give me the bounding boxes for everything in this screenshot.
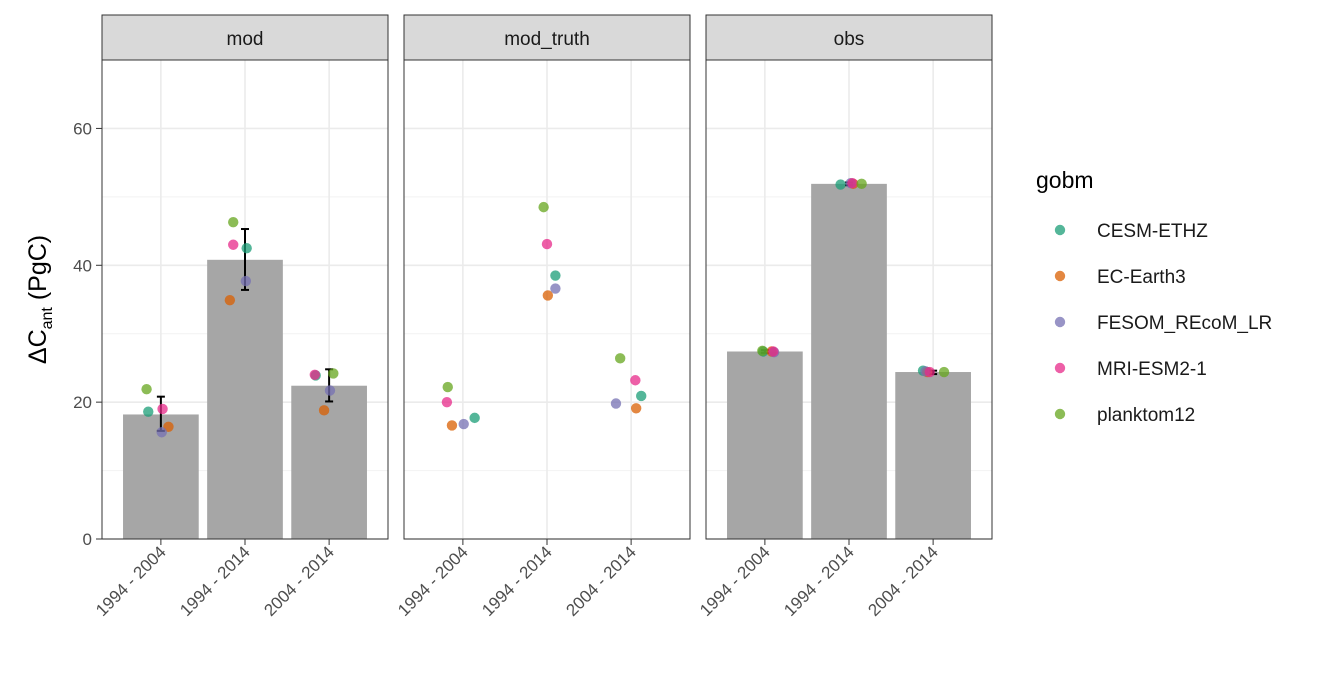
legend-label: CESM-ETHZ	[1097, 221, 1208, 242]
data-point	[630, 375, 641, 386]
legend-key	[1054, 362, 1066, 374]
x-tick-label: 1994 - 2014	[780, 542, 858, 620]
y-axis-title-subscript: ant	[39, 307, 56, 330]
data-point	[847, 177, 858, 189]
data-point	[542, 290, 554, 301]
data-point	[938, 366, 950, 378]
facet-strip	[705, 14, 993, 61]
y-axis-title: ΔCant (PgC)	[24, 235, 56, 364]
y-tick-label: 0	[83, 530, 92, 549]
data-point	[141, 383, 152, 395]
data-point	[550, 270, 561, 281]
facet-panel-obs: obs 1994 - 2004 1994 - 2014 2004 - 2014	[696, 14, 993, 620]
data-point	[328, 368, 339, 379]
legend-key	[1054, 316, 1066, 328]
data-point	[550, 283, 561, 294]
legend-label: EC-Earth3	[1097, 267, 1186, 288]
bar	[207, 259, 283, 539]
data-point	[318, 405, 330, 416]
data-point	[835, 179, 846, 190]
legend-label: FESOM_REcoM_LR	[1097, 313, 1272, 334]
bar	[895, 372, 971, 539]
data-point	[309, 369, 321, 380]
facet-strip	[101, 14, 389, 61]
legend-label: planktom12	[1097, 405, 1195, 426]
data-point	[156, 427, 167, 438]
data-point	[636, 390, 647, 402]
bar	[291, 385, 367, 539]
x-tick-label: 2004 - 2014	[260, 542, 338, 620]
y-tick-label: 40	[73, 256, 92, 275]
data-point	[228, 239, 239, 250]
data-point	[630, 403, 642, 414]
x-tick-label: 1994 - 2004	[394, 542, 472, 620]
legend-key	[1054, 270, 1066, 282]
data-point	[228, 216, 239, 228]
x-tick-label: 1994 - 2014	[176, 542, 254, 620]
facet-strip-label: mod_truth	[504, 29, 590, 50]
facet-panel-mod: mod 1994 - 2004 1994 - 2014 2004 - 2014	[92, 14, 389, 620]
bar	[811, 183, 887, 539]
legend-key	[1054, 224, 1066, 236]
data-point	[458, 418, 469, 430]
data-point	[241, 242, 252, 254]
data-point	[538, 201, 549, 213]
facet-strip-label: obs	[834, 29, 865, 50]
data-point	[240, 275, 252, 287]
facet-panel-mod_truth: mod_truth 1994 - 2004 1994 - 2014 2004 - 20…	[394, 14, 691, 620]
data-point	[157, 403, 168, 415]
data-point	[143, 406, 154, 417]
y-axis-title-unit: (PgC)	[24, 235, 52, 307]
x-tick-label: 2004 - 2014	[864, 542, 942, 620]
data-point	[856, 178, 867, 190]
facet-strip	[403, 14, 691, 61]
legend: gobm CESM-ETHZ EC-Earth3 FESOM_REcoM_LR MRI-…	[1036, 167, 1272, 426]
y-tick-label: 60	[73, 119, 92, 138]
facet-strip-label: mod	[227, 29, 264, 50]
data-point	[469, 412, 480, 424]
data-point	[224, 294, 236, 306]
data-point	[441, 396, 453, 408]
legend-label: MRI-ESM2-1	[1097, 359, 1207, 380]
data-point	[610, 398, 622, 409]
x-tick-label: 2004 - 2014	[562, 542, 640, 620]
data-point	[442, 381, 453, 393]
data-point	[541, 238, 553, 250]
data-point	[768, 346, 779, 357]
data-point	[446, 420, 458, 431]
legend-key	[1054, 408, 1066, 420]
legend-title: gobm	[1036, 167, 1094, 193]
x-tick-label: 1994 - 2014	[478, 542, 556, 620]
data-point	[924, 366, 935, 378]
data-point	[614, 353, 626, 364]
x-tick-label: 1994 - 2004	[92, 542, 170, 620]
data-point	[757, 345, 768, 357]
y-tick-label: 20	[73, 393, 92, 412]
y-axis-title-main: ΔC	[24, 329, 52, 364]
bar	[727, 351, 803, 539]
x-tick-label: 1994 - 2004	[696, 542, 774, 620]
data-point	[324, 385, 336, 396]
